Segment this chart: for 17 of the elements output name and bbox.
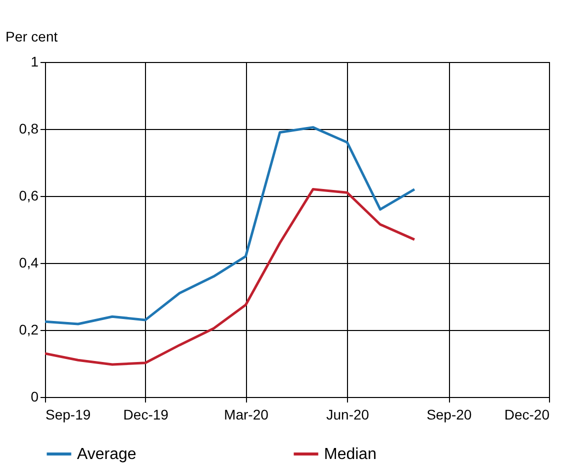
line-series: [45, 126, 416, 326]
x-tick-label: Mar-20: [224, 406, 269, 422]
x-tick-label: Sep-19: [46, 406, 91, 422]
y-tick-label: 0,4: [19, 254, 39, 270]
y-tick-label: 0: [30, 388, 39, 404]
x-tick-label: Dec-20: [504, 406, 550, 422]
y-tick-label: 0,6: [19, 188, 39, 204]
x-tick-label: Sep-20: [426, 406, 472, 422]
legend-label: Average: [77, 446, 136, 463]
legend-label: Median: [324, 446, 376, 463]
y-tick-label: 0,8: [19, 120, 39, 136]
y-tick-label: 0,2: [19, 322, 39, 338]
x-tick-label: Jun-20: [326, 406, 370, 422]
x-tick-label: Dec-19: [123, 406, 169, 422]
y-tick-label: 1: [30, 54, 39, 70]
y-axis-title: Per cent: [6, 28, 58, 44]
line-series: [45, 188, 416, 366]
